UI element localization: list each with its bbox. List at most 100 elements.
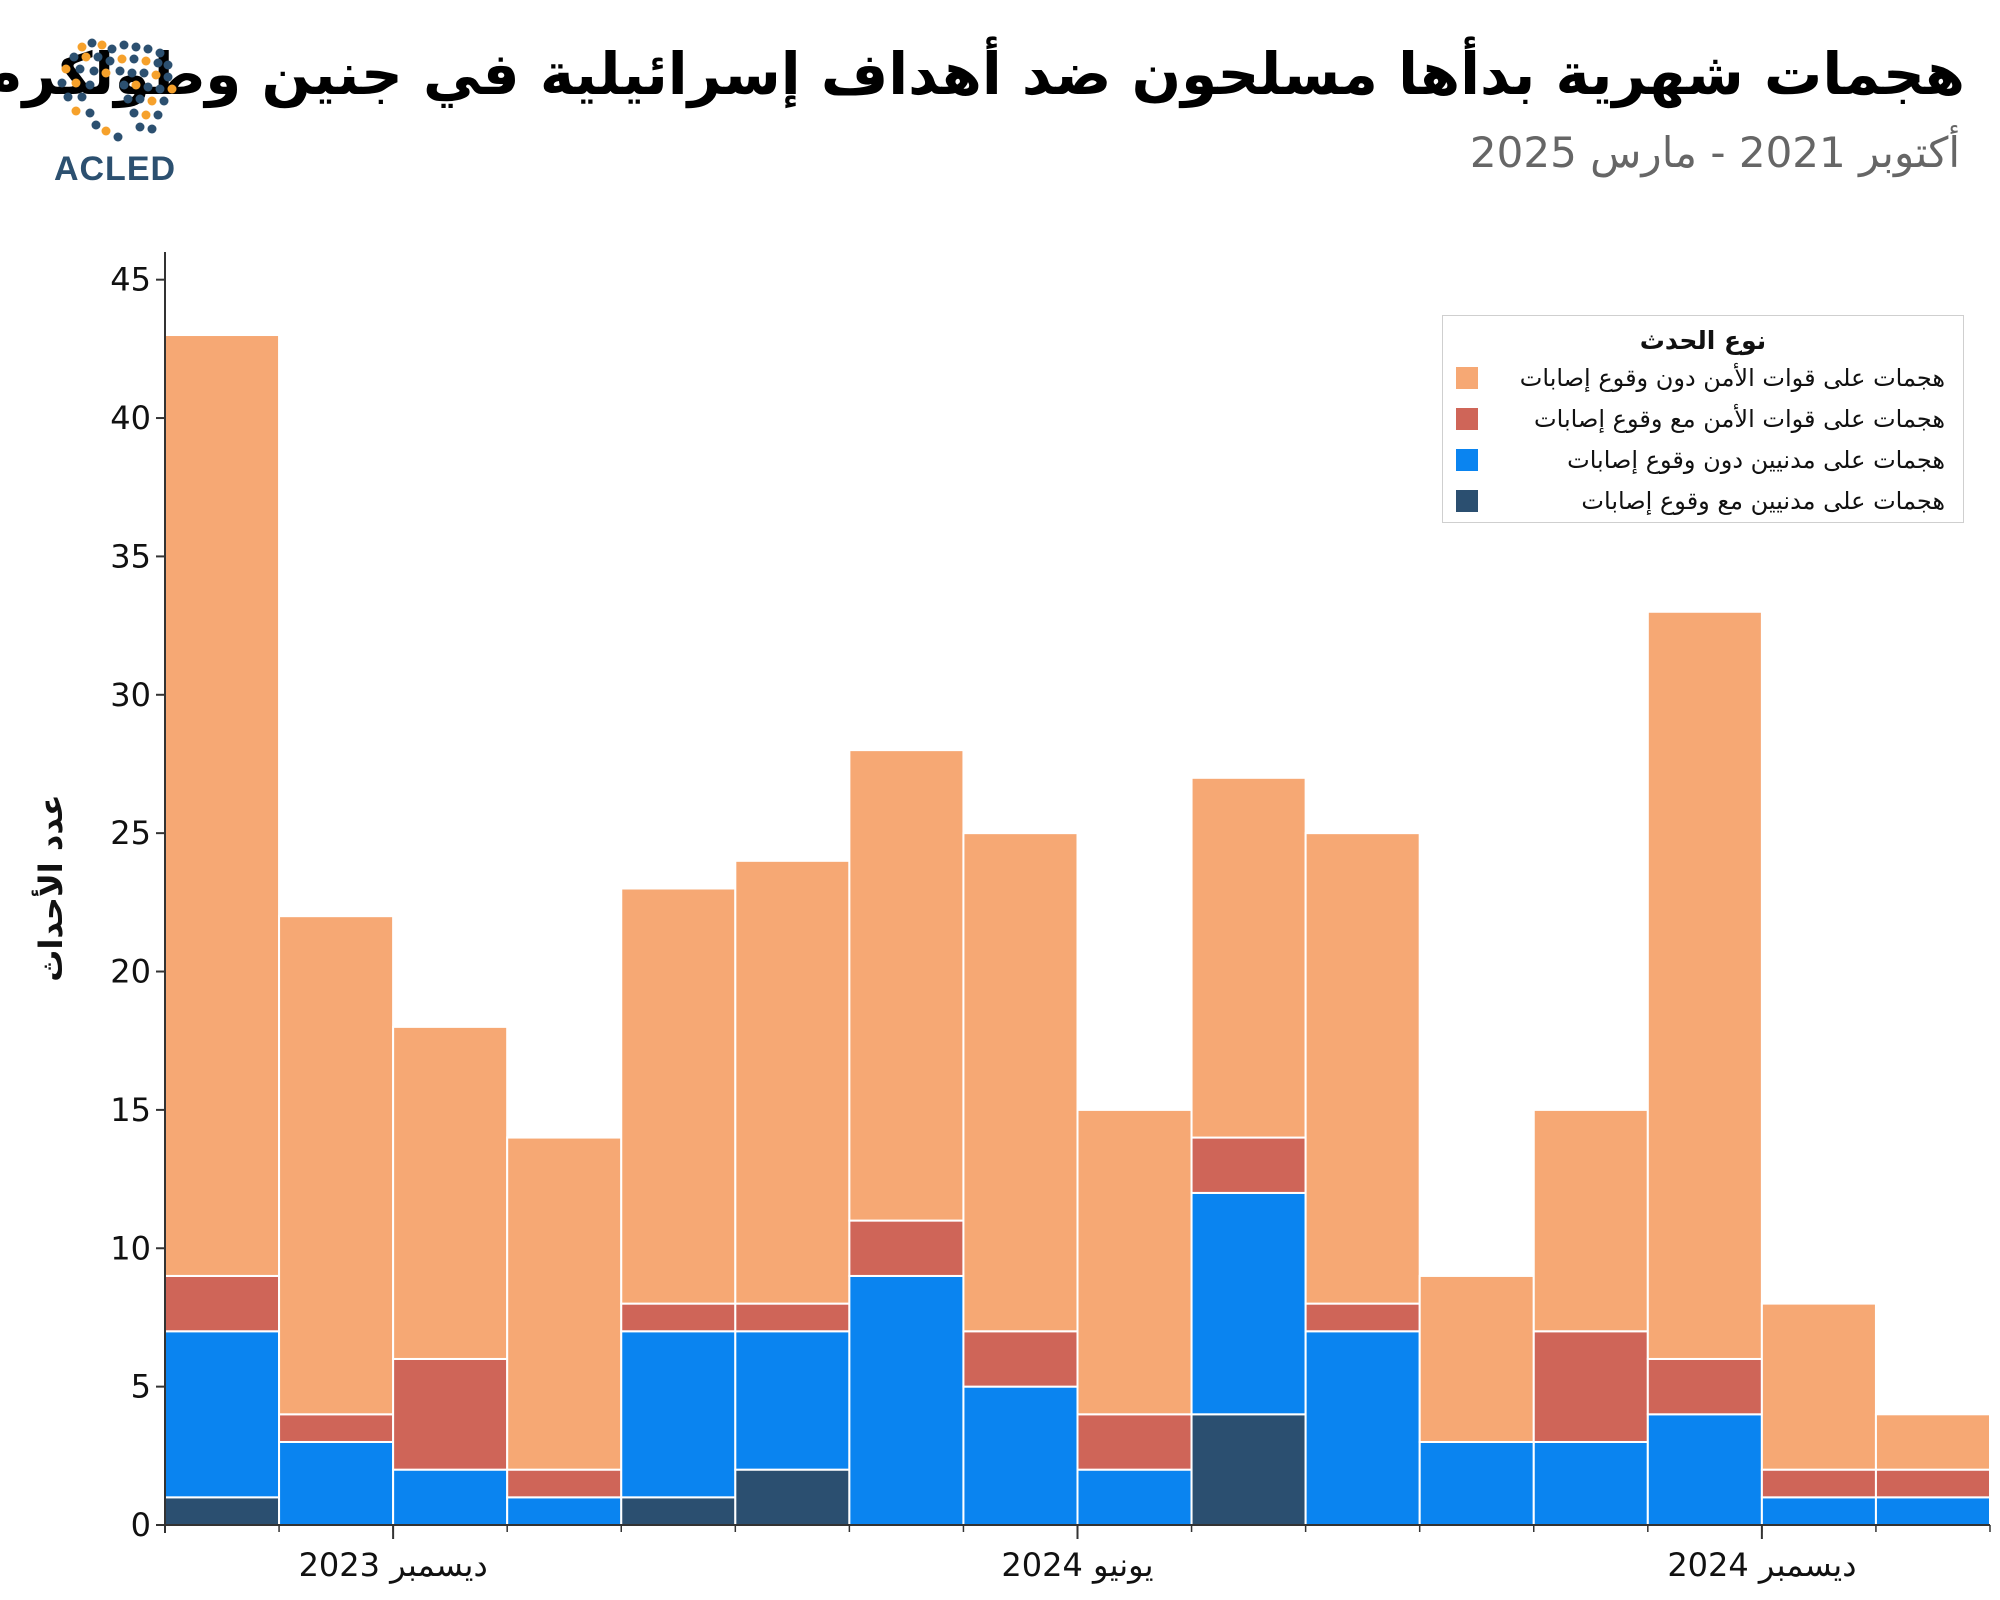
bar-segment bbox=[1190, 1413, 1307, 1526]
logo-dot bbox=[115, 66, 125, 76]
y-tick-label: 40 bbox=[110, 399, 151, 437]
bar-segment bbox=[1532, 1440, 1649, 1527]
y-tick-label: 35 bbox=[110, 537, 151, 575]
bar-segment bbox=[392, 1468, 509, 1527]
y-tick-label: 30 bbox=[110, 676, 151, 714]
logo-dot bbox=[117, 54, 127, 64]
logo-dot bbox=[119, 40, 129, 50]
logo-dot bbox=[163, 60, 173, 70]
bar-segment bbox=[392, 1357, 509, 1471]
bar-segment bbox=[962, 1330, 1079, 1388]
logo-dot bbox=[129, 54, 139, 64]
logo-dot bbox=[105, 56, 115, 66]
bar-segment bbox=[1532, 1330, 1649, 1443]
bar-segment bbox=[1646, 1413, 1763, 1526]
y-tick-label: 5 bbox=[131, 1368, 151, 1406]
bar-segment bbox=[1874, 1413, 1991, 1471]
bar-segment bbox=[1760, 1496, 1877, 1526]
legend-item-civ-cas: هجمات على مدنيين مع وقوع إصابات bbox=[1581, 484, 1945, 518]
y-axis-label: عدد الأحداث bbox=[31, 794, 70, 981]
bar-segment bbox=[164, 334, 281, 1277]
bar-segment bbox=[1418, 1440, 1535, 1527]
logo-dot bbox=[153, 58, 163, 68]
bar-segment bbox=[392, 1025, 509, 1360]
bar-segment bbox=[1190, 1136, 1307, 1194]
logo-dot bbox=[71, 78, 81, 88]
logo-dot bbox=[97, 40, 107, 50]
logo-dot bbox=[93, 52, 103, 62]
legend-item-civ-no-cas: هجمات على مدنيين دون وقوع إصابات bbox=[1567, 443, 1945, 477]
bar-segment bbox=[1190, 1191, 1307, 1416]
y-tick-label: 25 bbox=[110, 814, 151, 852]
y-tick-label: 0 bbox=[131, 1506, 151, 1544]
logo-dot bbox=[155, 48, 165, 58]
legend-item-sec-cas: هجمات على قوات الأمن مع وقوع إصابات bbox=[1534, 402, 1945, 436]
globe-icon bbox=[57, 38, 177, 142]
bar-segment bbox=[734, 859, 851, 1305]
legend: نوع الحدث هجمات على قوات الأمن دون وقوع … bbox=[1442, 315, 1964, 523]
logo-dot bbox=[151, 70, 161, 80]
bar-segment bbox=[1874, 1496, 1991, 1526]
logo-dot bbox=[91, 120, 101, 130]
bar-segment bbox=[620, 1330, 737, 1499]
logo-dot bbox=[153, 110, 163, 120]
logo-dot bbox=[113, 132, 123, 142]
logo-dot bbox=[101, 126, 111, 136]
bar-segment bbox=[848, 1219, 965, 1277]
logo-dot bbox=[69, 52, 79, 62]
logo-dot bbox=[139, 68, 149, 78]
bar-segment bbox=[620, 1496, 737, 1526]
bar-segment bbox=[734, 1468, 851, 1527]
logo-dot bbox=[129, 108, 139, 118]
legend-swatch bbox=[1456, 367, 1478, 389]
bar-segment bbox=[1076, 1108, 1193, 1416]
x-tick-label: ديسمبر 2024 bbox=[1667, 1546, 1856, 1584]
bar-segment bbox=[1418, 1274, 1535, 1443]
logo-dot bbox=[85, 108, 95, 118]
chart-subtitle: أكتوبر 2021 - مارس 2025 bbox=[1469, 128, 1960, 177]
logo-dot bbox=[147, 96, 157, 106]
logo-dot bbox=[163, 72, 173, 82]
logo-dot bbox=[75, 64, 85, 74]
bar-segment bbox=[164, 1274, 281, 1333]
bar-segment bbox=[620, 887, 737, 1305]
bar-segment bbox=[506, 1496, 623, 1526]
logo-dot bbox=[89, 66, 99, 76]
bar-segment bbox=[848, 749, 965, 1222]
logo-dot bbox=[147, 124, 157, 134]
logo-dot bbox=[123, 94, 133, 104]
legend-label: هجمات على قوات الأمن دون وقوع إصابات bbox=[1519, 364, 1945, 392]
logo-dot bbox=[141, 56, 151, 66]
bar-segment bbox=[1646, 610, 1763, 1360]
legend-item-sec-no-cas: هجمات على قوات الأمن دون وقوع إصابات bbox=[1520, 361, 1945, 395]
logo-dot bbox=[63, 92, 73, 102]
logo-dot bbox=[85, 80, 95, 90]
bar-segment bbox=[1190, 776, 1307, 1139]
logo-text: ACLED bbox=[53, 150, 177, 188]
logo-dot bbox=[77, 92, 87, 102]
y-tick-label: 10 bbox=[110, 1229, 151, 1267]
legend-label: هجمات على قوات الأمن مع وقوع إصابات bbox=[1534, 405, 1945, 433]
bar-segment bbox=[848, 1274, 965, 1527]
bar-segment bbox=[620, 1302, 737, 1333]
bar-segment bbox=[164, 1496, 281, 1526]
y-tick-label: 45 bbox=[110, 261, 151, 299]
legend-swatch bbox=[1456, 449, 1478, 471]
logo-dot bbox=[57, 78, 67, 88]
legend-title: نوع الحدث bbox=[1639, 326, 1767, 355]
bar-segment bbox=[278, 1440, 395, 1527]
logo-dot bbox=[159, 96, 169, 106]
bar-segment bbox=[278, 1413, 395, 1443]
bar-segment bbox=[1304, 832, 1421, 1305]
y-tick-label: 20 bbox=[110, 953, 151, 991]
chart-title: هجمات شهرية بدأها مسلحون ضد أهداف إسرائي… bbox=[0, 40, 1965, 108]
logo-dot bbox=[71, 106, 81, 116]
logo-dot bbox=[81, 52, 91, 62]
legend-swatch bbox=[1456, 408, 1478, 430]
bar-segment bbox=[278, 915, 395, 1416]
logo-dot bbox=[155, 84, 165, 94]
bar-segment bbox=[1076, 1468, 1193, 1527]
logo-dot bbox=[131, 42, 141, 52]
